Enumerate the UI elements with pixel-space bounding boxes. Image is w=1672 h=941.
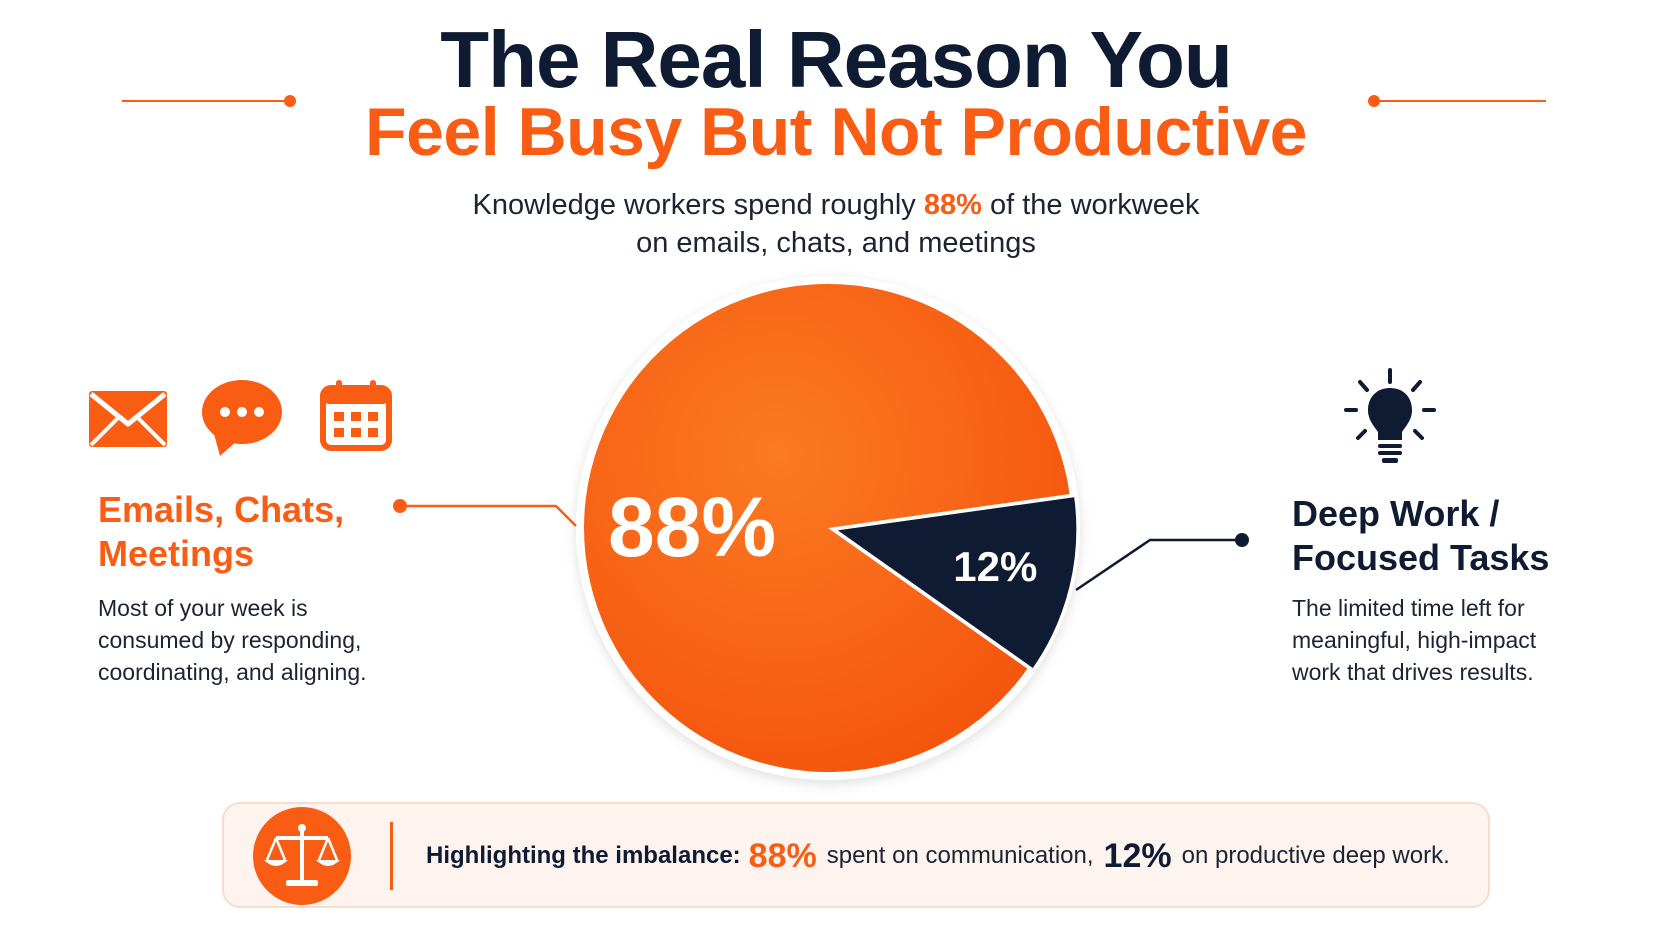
right-connector-dot: [1235, 533, 1249, 547]
summary-lead: Highlighting the imbalance:: [426, 842, 741, 869]
subtitle-part-1: Knowledge workers spend roughly: [472, 189, 924, 221]
subtitle: Knowledge workers spend roughly 88% of t…: [0, 186, 1672, 262]
calendar-icon: [320, 380, 392, 451]
right-connector-line: [1075, 538, 1240, 592]
envelope-icon: [89, 391, 167, 447]
right-heading: Deep Work / Focused Tasks: [1292, 492, 1632, 580]
left-heading-line-1: Emails, Chats,: [98, 489, 345, 530]
pie-slice-communication: [583, 283, 1070, 772]
pie-slice-deep-work: [829, 493, 1080, 673]
left-decor-dot: [284, 95, 296, 107]
right-decor-dot: [1368, 95, 1380, 107]
subtitle-line-2: on emails, chats, and meetings: [636, 227, 1036, 259]
summary-text-1: spent on communication,: [826, 842, 1094, 869]
left-heading: Emails, Chats, Meetings: [98, 488, 438, 576]
pie-label-communication: 88%: [608, 480, 776, 574]
right-heading-line-1: Deep Work /: [1292, 493, 1500, 534]
scale-icon: [253, 807, 351, 905]
summary-stat-communication: 88%: [748, 836, 817, 875]
left-body-line-1: Most of your week is: [98, 595, 308, 621]
pie-slices: [583, 283, 1080, 772]
summary-stat-deep-work: 12%: [1103, 836, 1172, 875]
summary-banner: [222, 802, 1490, 908]
left-description: Most of your week is consumed by respond…: [98, 592, 418, 688]
lightbulb-icon: [1344, 368, 1436, 463]
right-body-line-1: The limited time left for: [1292, 595, 1525, 621]
title-line-2: Feel Busy But Not Productive: [365, 94, 1307, 170]
title-line-1: The Real Reason You: [440, 15, 1233, 104]
left-connector-line: [404, 504, 577, 527]
right-description: The limited time left for meaningful, hi…: [1292, 592, 1592, 688]
left-body-line-3: coordinating, and aligning.: [98, 659, 367, 685]
right-heading-line-2: Focused Tasks: [1292, 537, 1550, 578]
pie-labels: 88% 12%: [608, 480, 1037, 590]
summary-text-2: on productive deep work.: [1181, 842, 1450, 869]
subtitle-highlight: 88%: [923, 189, 982, 221]
summary-text: Highlighting the imbalance: 88% spent on…: [426, 828, 1486, 884]
right-decor-line: [1378, 100, 1546, 102]
subtitle-part-2: of the workweek: [981, 189, 1200, 221]
left-heading-line-2: Meetings: [98, 533, 255, 574]
banner-divider: [390, 822, 393, 890]
left-decor-line: [122, 100, 290, 102]
chat-bubble-icon: [202, 380, 282, 456]
left-connector-dot: [393, 499, 407, 513]
right-body-line-3: work that drives results.: [1292, 659, 1534, 685]
left-body-line-2: consumed by responding,: [98, 627, 362, 653]
right-body-line-2: meaningful, high-impact: [1292, 627, 1537, 653]
pie-label-deep-work: 12%: [953, 543, 1037, 590]
